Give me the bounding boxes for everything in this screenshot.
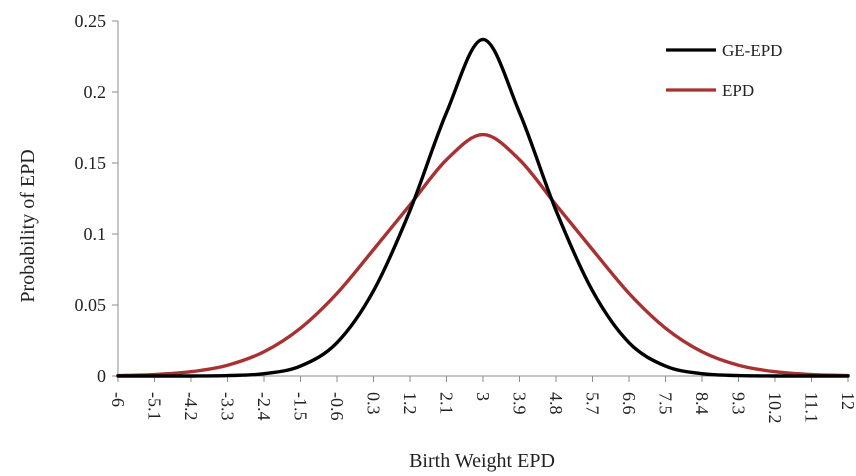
x-tick-label: -6 bbox=[108, 392, 128, 407]
x-axis-ticks: -6 -5.1 -4.2 -3.3 -2.4 -1.5 -0.6 0.3 1.2 2.1 3 3.9 4… bbox=[108, 376, 856, 424]
x-tick-label: 5.7 bbox=[583, 392, 603, 415]
y-tick-label: 0.25 bbox=[75, 11, 107, 31]
series-layer bbox=[116, 37, 850, 378]
legend-label-ge-epd: GE-EPD bbox=[722, 41, 782, 60]
x-tick-label: -3.3 bbox=[218, 392, 238, 421]
x-tick-label: 7.5 bbox=[656, 392, 676, 415]
y-tick-label: 0.1 bbox=[84, 224, 107, 244]
x-tick-label: 3.9 bbox=[510, 392, 530, 415]
x-tick-label: 10.2 bbox=[765, 392, 785, 424]
series-line-ge-epd bbox=[116, 37, 850, 378]
legend-label-epd: EPD bbox=[722, 81, 754, 100]
x-tick-label: 11.1 bbox=[802, 392, 822, 423]
y-tick-label: 0 bbox=[97, 366, 106, 386]
y-tick-label: 0.05 bbox=[75, 295, 107, 315]
x-tick-label: -4.2 bbox=[181, 392, 201, 421]
x-tick-label: -1.5 bbox=[291, 392, 311, 421]
x-tick-label: -5.1 bbox=[145, 392, 165, 421]
x-tick-label: -2.4 bbox=[254, 392, 274, 421]
x-tick-label: 8.4 bbox=[692, 392, 712, 415]
x-tick-label: -0.6 bbox=[327, 392, 347, 421]
y-tick-label: 0.15 bbox=[75, 153, 107, 173]
x-axis-title: Birth Weight EPD bbox=[409, 450, 555, 472]
y-axis-ticks: 0 0.05 0.1 0.15 0.2 0.25 bbox=[75, 11, 118, 386]
x-tick-label: 3 bbox=[473, 392, 493, 401]
y-axis-title: Probability of EPD bbox=[17, 149, 39, 302]
x-tick-label: 6.6 bbox=[619, 392, 639, 415]
y-tick-label: 0.2 bbox=[84, 82, 107, 102]
x-tick-label: 1.2 bbox=[400, 392, 420, 415]
x-tick-label: 12 bbox=[838, 392, 856, 410]
x-tick-label: 9.3 bbox=[729, 392, 749, 415]
x-tick-label: 4.8 bbox=[546, 392, 566, 415]
x-tick-label: 0.3 bbox=[364, 392, 384, 415]
legend: GE-EPD EPD bbox=[666, 41, 782, 100]
x-tick-label: 2.1 bbox=[437, 392, 457, 415]
series-line-epd bbox=[116, 132, 850, 378]
